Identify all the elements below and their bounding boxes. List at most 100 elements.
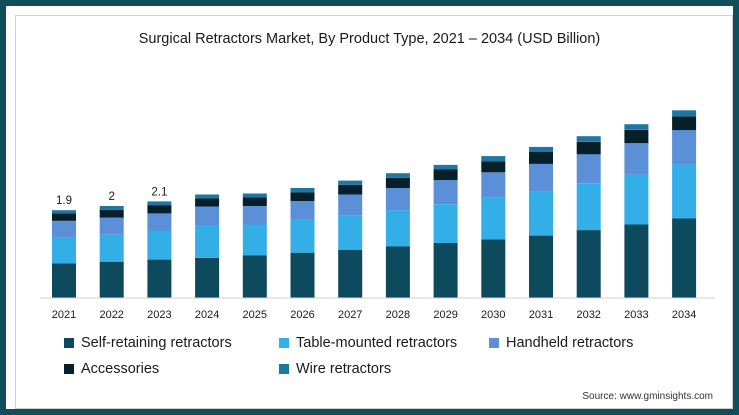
legend-swatch — [64, 338, 74, 348]
x-tick-label: 2030 — [481, 309, 505, 321]
bar-segment-2034-series-1 — [672, 164, 697, 219]
bar-segment-2033-series-4 — [624, 124, 649, 130]
bar-segment-2033-series-2 — [624, 143, 649, 175]
legend-swatch — [279, 364, 289, 374]
bar-segment-2034-series-2 — [672, 130, 697, 165]
bar-segment-2026-series-0 — [290, 252, 315, 298]
bar-segment-2032-series-4 — [576, 136, 601, 142]
bar-segment-2030-series-2 — [481, 172, 506, 198]
source-note: Source: www.gminsights.com — [582, 391, 713, 402]
legend-label: Wire retractors — [296, 361, 392, 377]
legend-swatch — [64, 364, 74, 374]
bar-segment-2033-series-0 — [624, 224, 649, 298]
bar-segment-2025-series-2 — [242, 206, 267, 225]
bar-segment-2022-series-3 — [99, 209, 124, 218]
bar-segment-2027-series-0 — [338, 249, 363, 298]
bar-segment-2032-series-2 — [576, 154, 601, 184]
legend-label: Table-mounted retractors — [296, 335, 458, 351]
bar-segment-2030-series-3 — [481, 161, 506, 173]
legend: Self-retaining retractors Table-mounted r… — [64, 335, 714, 385]
bar-segment-2021-series-2 — [52, 220, 76, 238]
x-tick-label: 2022 — [99, 309, 123, 321]
legend-swatch — [279, 338, 289, 348]
bar-segment-2024-series-2 — [195, 206, 220, 225]
bar-segment-2028-series-2 — [385, 188, 410, 211]
x-tick-label: 2026 — [290, 309, 314, 321]
bar-segment-2025-series-1 — [242, 224, 267, 256]
x-tick-label: 2028 — [386, 309, 410, 321]
x-tick-label: 2023 — [147, 309, 171, 321]
x-tick-label: 2032 — [576, 309, 600, 321]
bar-segment-2027-series-2 — [338, 194, 363, 216]
bar-segment-2022-series-4 — [99, 206, 124, 210]
bar-segment-2027-series-3 — [338, 184, 363, 195]
bar-segment-2032-series-0 — [576, 230, 601, 298]
bar-segment-2024-series-1 — [195, 225, 220, 258]
bar-segment-2023-series-0 — [147, 259, 172, 298]
legend-item: Wire retractors — [279, 361, 391, 377]
bar-segment-2022-series-1 — [99, 234, 124, 262]
bar-segment-2023-series-2 — [147, 213, 172, 231]
bar-segment-2028-series-1 — [385, 210, 410, 247]
bar-segment-2021-series-3 — [52, 213, 76, 221]
total-label: 1.9 — [56, 195, 72, 207]
bar-segment-2026-series-2 — [290, 200, 315, 220]
bar-segment-2032-series-3 — [576, 141, 601, 155]
legend-label: Handheld retractors — [506, 335, 634, 351]
total-labels: 1.9 2 2.1 — [56, 186, 167, 207]
bar-segment-2025-series-3 — [242, 197, 267, 206]
bar-segment-2029-series-0 — [433, 243, 458, 298]
bar-segment-2033-series-1 — [624, 174, 649, 225]
legend-swatch — [489, 338, 499, 348]
bar-segment-2028-series-0 — [385, 246, 410, 298]
x-tick-label: 2024 — [195, 309, 219, 321]
legend-label: Self-retaining retractors — [81, 335, 232, 351]
bar-segment-2024-series-3 — [195, 198, 220, 207]
x-tick-label: 2021 — [52, 309, 76, 321]
bar-segment-2031-series-3 — [529, 151, 553, 164]
bar-segment-2027-series-1 — [338, 215, 363, 250]
bar-segment-2026-series-4 — [290, 188, 315, 193]
bar-segment-2031-series-0 — [529, 235, 553, 298]
x-tick-label: 2029 — [433, 309, 457, 321]
bar-segment-2023-series-4 — [147, 201, 172, 206]
bar-segment-2032-series-1 — [576, 183, 601, 231]
chart-panel — [15, 15, 733, 409]
bar-segment-2026-series-1 — [290, 219, 315, 253]
bar-segment-2031-series-1 — [529, 191, 553, 236]
bar-segment-2030-series-4 — [481, 156, 506, 162]
legend-item: Self-retaining retractors — [64, 335, 232, 351]
bar-segment-2034-series-0 — [672, 218, 697, 298]
bar-segment-2030-series-0 — [481, 239, 506, 298]
x-tick-label: 2033 — [624, 309, 648, 321]
bar-segment-2021-series-0 — [52, 263, 76, 298]
bar-segment-2023-series-3 — [147, 205, 172, 214]
bar-segment-2028-series-4 — [385, 173, 410, 178]
bar-segment-2034-series-4 — [672, 110, 697, 117]
x-tick-label: 2034 — [672, 309, 696, 321]
bar-segment-2025-series-0 — [242, 255, 267, 298]
legend-item: Handheld retractors — [489, 335, 633, 351]
bar-segment-2030-series-1 — [481, 197, 506, 240]
bar-segment-2029-series-2 — [433, 180, 458, 205]
bar-segment-2034-series-3 — [672, 116, 697, 131]
bar-segment-2029-series-3 — [433, 169, 458, 181]
bar-segment-2029-series-4 — [433, 164, 458, 170]
x-tick-label: 2025 — [243, 309, 267, 321]
bar-segment-2022-series-2 — [99, 217, 124, 235]
bar-segment-2025-series-4 — [242, 193, 267, 198]
legend-item: Accessories — [64, 361, 159, 377]
bar-segment-2031-series-4 — [529, 146, 553, 152]
bar-segment-2028-series-3 — [385, 177, 410, 188]
bar-segment-2029-series-1 — [433, 204, 458, 243]
bar-segment-2022-series-0 — [99, 261, 124, 298]
bars-layer — [52, 110, 697, 298]
x-tick-label: 2027 — [338, 309, 362, 321]
x-tick-labels: 2021 2022 2023 2024 2025 2026 2027 2028 2029 2030… — [52, 309, 697, 321]
bar-segment-2027-series-4 — [338, 180, 363, 185]
total-label: 2.1 — [151, 186, 167, 198]
bar-segment-2021-series-4 — [52, 210, 76, 214]
bar-segment-2031-series-2 — [529, 164, 553, 192]
